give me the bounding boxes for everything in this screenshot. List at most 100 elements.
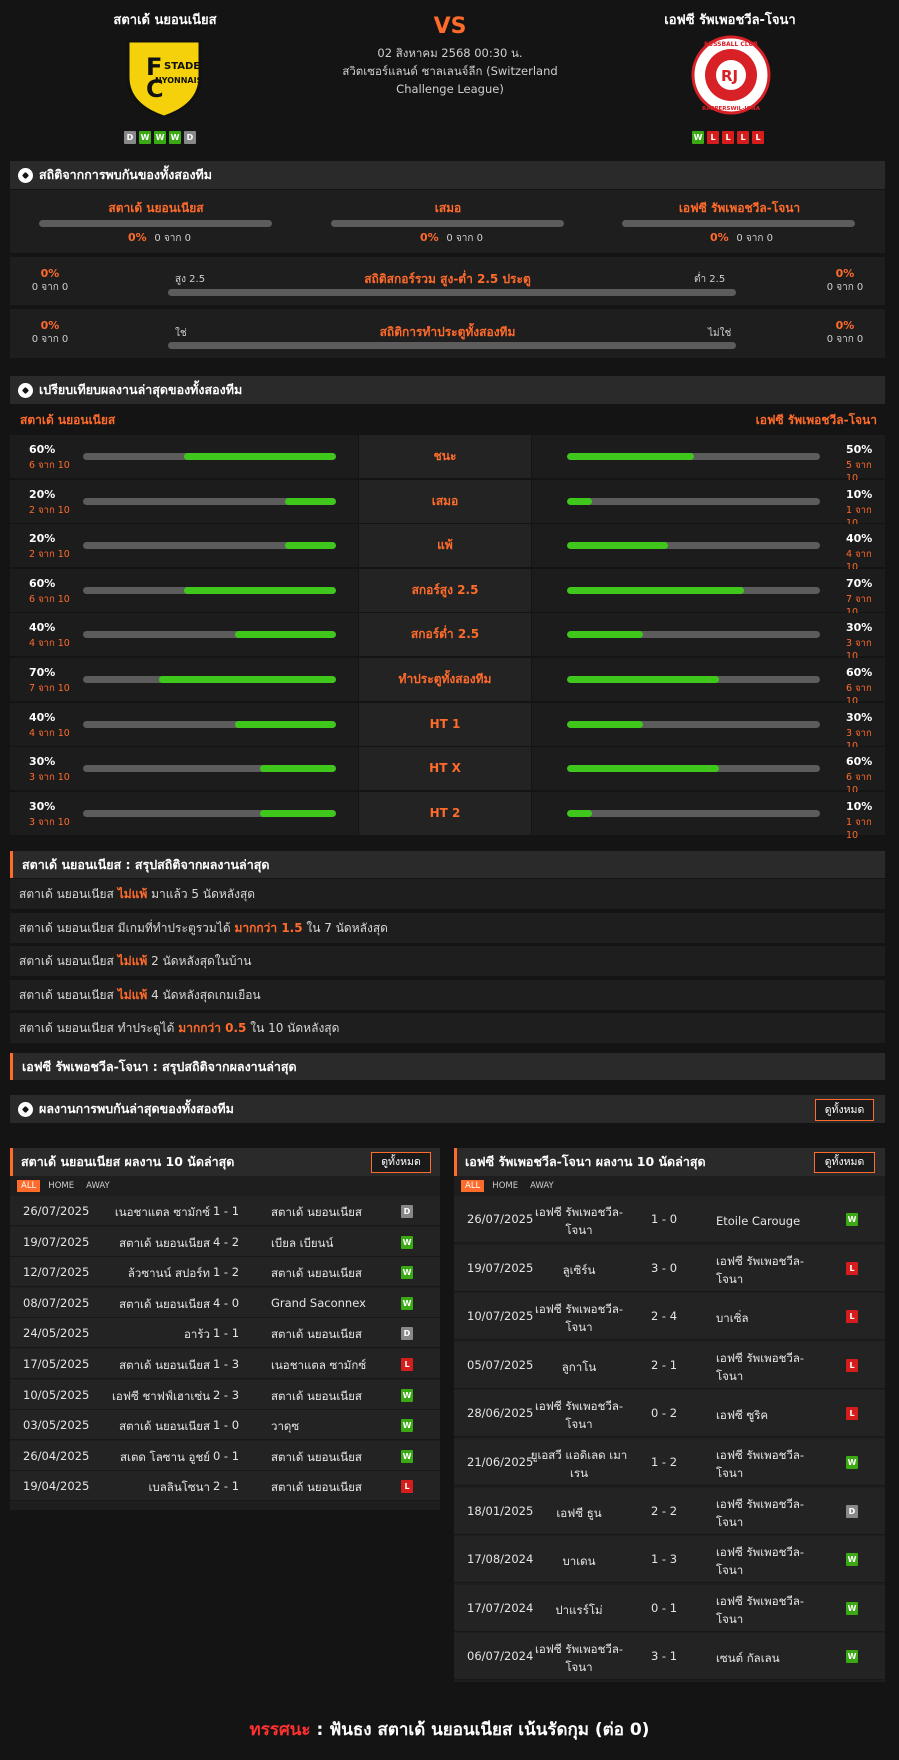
match-row[interactable]: 19/07/2025 สตาเด้ นยอนเนียส 4 - 2 เบียล เบี… [10, 1226, 440, 1257]
match-away-team: Grand Saconnex [271, 1295, 366, 1310]
compare-home-count: 6 จาก 10 [29, 460, 70, 471]
home-team-name[interactable]: สตาเด้ นยอนเนียส [113, 13, 217, 28]
compare-away-count: 6 จาก 10 [846, 683, 872, 707]
match-date: 17/05/2025 [23, 1357, 90, 1371]
recent-h2h-view-all-button[interactable]: ดูทั้งหมด [815, 1099, 874, 1121]
compare-label: HT 2 [359, 791, 531, 835]
match-row[interactable]: 24/05/2025 อาร้ว 1 - 1 สตาเด้ นยอนเนียส D [10, 1318, 440, 1349]
match-row[interactable]: 19/04/2025 เบลลินโซนา 2 - 1 สตาเด้ นยอนเนีย… [10, 1471, 440, 1502]
match-score: 2 - 2 [650, 1503, 678, 1518]
football-icon [18, 1101, 33, 1117]
compare-away-bar-fill [567, 497, 593, 505]
svg-text:NYONNAIS: NYONNAIS [155, 76, 203, 85]
summary-highlight: ไม่แพ้ [117, 987, 148, 1002]
match-away-team: สตาเด้ นยอนเนียส [271, 1449, 362, 1464]
tab-away[interactable]: AWAY [86, 1181, 110, 1191]
match-row[interactable]: 08/07/2025 สตาเด้ นยอนเนียส 4 - 0 Grand Sac… [10, 1287, 440, 1318]
result-badge: L [846, 1358, 858, 1372]
home-form-badge: D [184, 131, 196, 144]
ou-bar [168, 289, 736, 296]
compare-home-pct: 20% [29, 532, 56, 546]
compare-team-row: สตาเด้ นยอนเนียส เอฟซี รัพเพอชวีล-โจนา [10, 405, 885, 433]
compare-away-count: 4 จาก 10 [846, 549, 872, 574]
home-form-badge: D [124, 131, 136, 144]
match-row[interactable]: 17/05/2025 สตาเด้ นยอนเนียส 1 - 3 เนอชาแตล … [10, 1349, 440, 1379]
match-row[interactable]: 12/07/2025 ล้วซานน์ สปอร์ท 1 - 2 สตาเด้ นยอ… [10, 1257, 440, 1288]
tab-away[interactable]: AWAY [530, 1181, 554, 1191]
match-score: 2 - 1 [212, 1479, 240, 1494]
match-score: 1 - 3 [212, 1357, 240, 1371]
away-team-logo: RJ FUSSBALL CLUB RAPPERSWIL-JONA [691, 35, 771, 115]
football-icon [18, 382, 33, 398]
result-badge: W [846, 1650, 858, 1664]
compare-label: ทำประตูทั้งสองทีม [359, 658, 531, 701]
result-badge: L [846, 1310, 858, 1324]
away-team-name[interactable]: เอฟซี รัพเพอชวีล-โจนา [664, 13, 796, 28]
match-row[interactable]: 21/06/2025 ยูเอสวี แอดิเลด เมา เรน 1 - 2 เอฟ… [454, 1439, 885, 1486]
tab-all[interactable]: ALL [461, 1180, 485, 1192]
compare-away-cell: 10% 1 จาก 10 [532, 791, 885, 841]
tab-all[interactable]: ALL [17, 1180, 41, 1192]
match-row[interactable]: 17/07/2024 ปาแรร์โม่ 0 - 1 เอฟซี รัพเพอชวีล… [454, 1584, 885, 1632]
match-date: 26/07/2025 [467, 1212, 534, 1226]
match-row[interactable]: 10/07/2025 เอฟซี รัพเพอชวีล- โจนา 2 - 4 บาเซ… [454, 1293, 885, 1341]
match-score: 3 - 1 [650, 1649, 678, 1664]
compare-row: 40% 4 จาก 10 สกอร์ต่ำ 2.5 30% 3 จาก 10 [10, 613, 885, 662]
summary-line: สตาเด้ นยอนเนียส ทำประตูได้ มากกว่า 0.5 … [10, 1013, 885, 1045]
compare-home-pct: 70% [29, 666, 56, 679]
btts-away-stat: 0% 0 จาก 0 [826, 319, 864, 345]
h2h-away-stat: 0% 0 จาก 0 [710, 231, 773, 244]
h2h-home-bar [39, 220, 272, 227]
match-row[interactable]: 28/06/2025 เอฟซี รัพเพอชวีล- โจนา 0 - 2 เอฟซ… [454, 1390, 885, 1438]
h2h-away-bar [622, 220, 855, 227]
match-away-team: บาเซิ่ล [716, 1309, 836, 1327]
match-row[interactable]: 17/08/2024 บาเดน 1 - 3 เอฟซี รัพเพอชวีล- โจน… [454, 1536, 885, 1584]
compare-away-count: 3 จาก 10 [846, 638, 872, 663]
match-league-line2: Challenge League) [396, 82, 504, 96]
result-badge: D [401, 1205, 413, 1218]
match-score: 1 - 0 [212, 1418, 240, 1433]
team-line: เอฟซี ซูริค [716, 1408, 769, 1423]
match-date: 24/05/2025 [23, 1326, 90, 1341]
match-home-team: เอฟซี รัพเพอชวีล- โจนา [519, 1203, 639, 1239]
team-line: โจนา [565, 1660, 593, 1675]
match-home-team: ปาแรร์โม่ [519, 1601, 639, 1619]
compare-row: 30% 3 จาก 10 HT X 60% 6 จาก 10 [10, 747, 885, 796]
summary-text: ใน 10 นัดหลังสุด [250, 1021, 340, 1036]
team-line: เอฟซี ธูน [556, 1505, 602, 1520]
summary-text: สตาเด้ นยอนเนียส [19, 987, 114, 1002]
compare-home-bar [83, 676, 336, 683]
match-date: 19/07/2025 [467, 1260, 534, 1275]
match-row[interactable]: 05/07/2025 ลูกาโน 2 - 1 เอฟซี รัพเพอชวีล- โจ… [454, 1341, 885, 1389]
match-row[interactable]: 10/05/2025 เอฟซี ชาฟฟ์เฮาเซ่น 2 - 3 สตาเด้ … [10, 1379, 440, 1410]
svg-text:RJ: RJ [721, 67, 738, 85]
tab-home[interactable]: HOME [492, 1181, 519, 1191]
match-date: 17/08/2024 [467, 1552, 534, 1567]
compare-row: 60% 6 จาก 10 สกอร์สูง 2.5 70% 7 จาก 10 [10, 568, 885, 618]
compare-label: สกอร์ต่ำ 2.5 [359, 613, 531, 657]
match-row[interactable]: 03/05/2025 สตาเด้ นยอนเนียส 1 - 0 วาดุซ W [10, 1410, 440, 1441]
compare-away-pct: 10% [846, 799, 873, 813]
away-last10-view-all-button[interactable]: ดูทั้งหมด [814, 1152, 875, 1173]
match-row[interactable]: 26/07/2025 เนอชาแตล ซามักซ์ 1 - 1 สตาเด้ นย… [10, 1196, 440, 1226]
match-row[interactable]: 26/07/2025 เอฟซี รัพเพอชวีล- โจนา 1 - 0 Etoi… [454, 1196, 885, 1243]
match-row[interactable]: 18/01/2025 เอฟซี ธูน 2 - 2 เอฟซี รัพเพอชวีล… [454, 1487, 885, 1535]
match-row[interactable]: 19/07/2025 ลูเซิร์น 3 - 0 เอฟซี รัพเพอชวีล-… [454, 1244, 885, 1292]
compare-home-cell: 70% 7 จาก 10 [10, 658, 358, 701]
match-home-team: เบลลินโซนา [148, 1480, 211, 1495]
team-line: เซนต์ กัลเลน [716, 1651, 780, 1666]
home-last10-view-all-button[interactable]: ดูทั้งหมด [371, 1152, 431, 1173]
away-summary-header: เอฟซี รัพเพอชวีล-โจนา : สรุปสถิติจากผลงา… [10, 1053, 885, 1080]
team-line: โจนา [565, 1417, 593, 1432]
tab-home[interactable]: HOME [48, 1181, 75, 1191]
compare-away-bar [567, 676, 820, 683]
summary-line: สตาเด้ นยอนเนียส มีเกมที่ทำประตูรวมได้ ม… [10, 912, 885, 944]
match-date: 10/07/2025 [467, 1309, 534, 1324]
h2h-home-label: สตาเด้ นยอนเนียส [108, 201, 204, 215]
match-row[interactable]: 06/07/2024 เอฟซี รัพเพอชวีล- โจนา 3 - 1 เซนต… [454, 1633, 885, 1681]
team-line: โจนา [716, 1466, 744, 1480]
match-date: 21/06/2025 [467, 1455, 534, 1469]
match-row[interactable]: 26/04/2025 สเตด โลซาน อูชย์ 0 - 1 สตาเด้ นย… [10, 1440, 440, 1471]
recent-h2h-header: ผลงานการพบกันล่าสุดของทั้งสองทีม [10, 1095, 885, 1123]
